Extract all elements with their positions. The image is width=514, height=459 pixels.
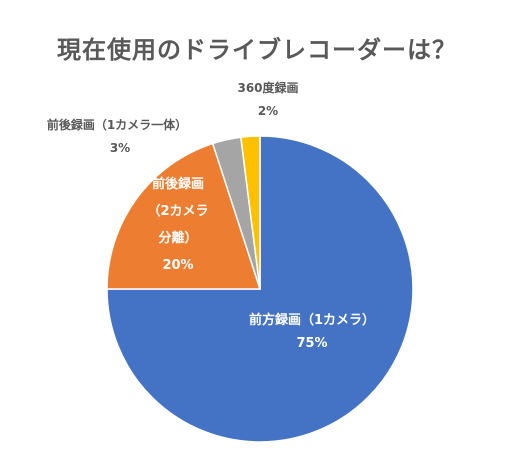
chart-title: 現在使用のドライブレコーダーは？	[57, 36, 457, 64]
pie-slice-4	[239, 135, 261, 290]
slice-category-label: 分離）	[158, 230, 197, 246]
slice-category-label: 前方録画（1カメラ）	[249, 312, 375, 328]
slice-value-label: 2%	[258, 104, 278, 118]
slice-value-label: 20%	[162, 258, 193, 273]
pie-slice-2	[106, 142, 262, 290]
pie-slice-1	[106, 135, 414, 443]
slice-category-label: 360度録画	[237, 80, 298, 95]
slice-value-label: 75%	[296, 336, 327, 351]
slice-value-label: 3%	[110, 141, 130, 155]
slice-label-1: 前方録画（1カメラ） 75%	[249, 312, 375, 351]
slice-category-label: 前後録画	[152, 176, 204, 192]
slice-label-4: 360度録画 2%	[237, 80, 298, 118]
slice-label-3: 前後録画（1カメラ一体） 3%	[47, 117, 187, 155]
slice-category-label: （2カメラ	[147, 203, 208, 219]
slice-category-label: 前後録画（1カメラ一体）	[47, 117, 187, 132]
pie-slices	[106, 135, 414, 443]
